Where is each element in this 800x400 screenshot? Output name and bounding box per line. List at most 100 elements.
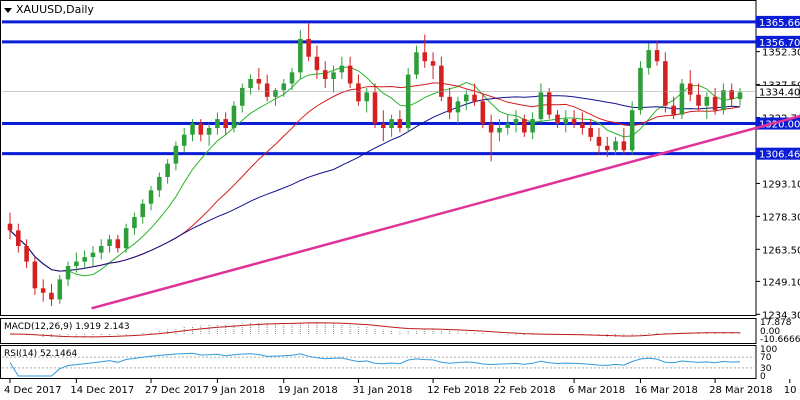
candlestick bbox=[339, 56, 345, 80]
candlestick bbox=[596, 127, 602, 155]
candle-body bbox=[530, 119, 535, 133]
candlestick bbox=[331, 65, 336, 93]
candle-body bbox=[480, 101, 486, 124]
rsi-tick-label: 100 bbox=[760, 345, 777, 355]
candle-body bbox=[173, 145, 179, 164]
candlestick bbox=[422, 34, 428, 68]
candle-body bbox=[737, 92, 743, 100]
candle-body bbox=[40, 288, 46, 293]
candlestick bbox=[16, 223, 21, 253]
candlestick bbox=[729, 83, 734, 106]
ascending-trendline bbox=[91, 114, 800, 310]
candlestick bbox=[273, 87, 278, 106]
candle-body bbox=[405, 74, 411, 128]
candlestick bbox=[638, 61, 643, 115]
macd-tick-label: 0.00 bbox=[760, 327, 780, 337]
candle-body bbox=[654, 50, 660, 62]
candlestick bbox=[654, 41, 660, 66]
candlestick bbox=[480, 94, 486, 128]
candle-body bbox=[16, 230, 21, 246]
candle-body bbox=[248, 79, 253, 88]
x-tick-label: 19 Jan 2018 bbox=[278, 385, 338, 396]
candlestick bbox=[322, 61, 328, 88]
candlestick bbox=[32, 257, 38, 295]
rsi-tick-label: 30 bbox=[760, 364, 772, 374]
candlestick bbox=[372, 83, 378, 128]
candlestick bbox=[580, 112, 585, 135]
candlestick bbox=[107, 234, 112, 253]
candle-body bbox=[148, 190, 154, 204]
candlestick bbox=[148, 185, 154, 211]
candlestick bbox=[165, 159, 170, 184]
symbol-timeframe-label: XAUUSD,Daily bbox=[16, 3, 94, 16]
candlestick bbox=[256, 67, 262, 91]
candlestick bbox=[389, 114, 394, 137]
candle-body bbox=[522, 119, 527, 133]
candlestick bbox=[737, 87, 743, 106]
candlestick bbox=[505, 114, 511, 135]
y-tick-label: 1352.30 bbox=[762, 48, 800, 59]
candle-body bbox=[356, 83, 361, 102]
candlestick bbox=[555, 110, 560, 128]
candle-body bbox=[571, 119, 577, 124]
candle-body bbox=[555, 114, 560, 124]
candle-body bbox=[289, 72, 295, 84]
candle-body bbox=[381, 123, 386, 128]
candle-body bbox=[596, 136, 602, 146]
candle-body bbox=[74, 261, 79, 267]
candlestick bbox=[74, 252, 79, 273]
candlestick bbox=[522, 114, 527, 137]
candlestick bbox=[472, 83, 477, 106]
rsi-tick-label: 70 bbox=[760, 353, 772, 363]
candlestick bbox=[298, 30, 303, 80]
candle-body bbox=[364, 92, 369, 102]
candle-body bbox=[264, 83, 270, 97]
candle-body bbox=[273, 90, 278, 97]
candlestick bbox=[488, 114, 494, 162]
candle-body bbox=[663, 61, 668, 106]
candle-body bbox=[687, 83, 693, 95]
macd-signal-line bbox=[9, 322, 740, 338]
macd-label: MACD(12,26,9) 1.919 2.143 bbox=[4, 322, 130, 332]
candlestick bbox=[198, 119, 204, 142]
candlestick bbox=[721, 83, 726, 115]
candlestick bbox=[281, 79, 287, 97]
candlestick bbox=[123, 223, 129, 253]
candlestick bbox=[306, 23, 311, 62]
level-price-label: 1320.00 bbox=[759, 120, 800, 131]
candle-body bbox=[32, 261, 38, 289]
price-pane: 1365.661356.701352.301337.501334.401322.… bbox=[0, 0, 800, 321]
candle-body bbox=[107, 239, 112, 246]
candle-body bbox=[422, 52, 428, 62]
candle-body bbox=[671, 105, 676, 115]
candle-body bbox=[729, 90, 734, 100]
candle-body bbox=[696, 94, 701, 106]
candle-body bbox=[298, 38, 303, 73]
candle-body bbox=[488, 123, 494, 133]
x-tick-label: 14 Dec 2017 bbox=[70, 385, 134, 396]
candlestick bbox=[190, 119, 195, 142]
candle-body bbox=[239, 87, 245, 106]
candle-body bbox=[256, 79, 262, 84]
rsi-tick-label: 0 bbox=[760, 372, 766, 382]
y-tick-label: 1249.10 bbox=[762, 277, 800, 288]
candle-body bbox=[621, 141, 627, 151]
candle-body bbox=[165, 163, 170, 177]
candle-body bbox=[190, 123, 195, 135]
x-tick-label: 12 Feb 2018 bbox=[427, 385, 489, 396]
candle-body bbox=[198, 123, 204, 135]
dropdown-triangle-icon[interactable] bbox=[4, 7, 12, 13]
y-tick-label: 1234.30 bbox=[762, 310, 800, 321]
y-tick-label: 1278.30 bbox=[762, 212, 800, 223]
candlestick bbox=[687, 70, 693, 102]
rsi-line bbox=[9, 352, 741, 377]
candlestick bbox=[629, 101, 635, 155]
x-tick-label: 22 Feb 2018 bbox=[493, 385, 555, 396]
candle-body bbox=[538, 92, 544, 120]
candle-body bbox=[712, 96, 718, 111]
candle-body bbox=[580, 123, 585, 128]
candle-body bbox=[281, 83, 287, 91]
candlestick bbox=[215, 112, 220, 135]
